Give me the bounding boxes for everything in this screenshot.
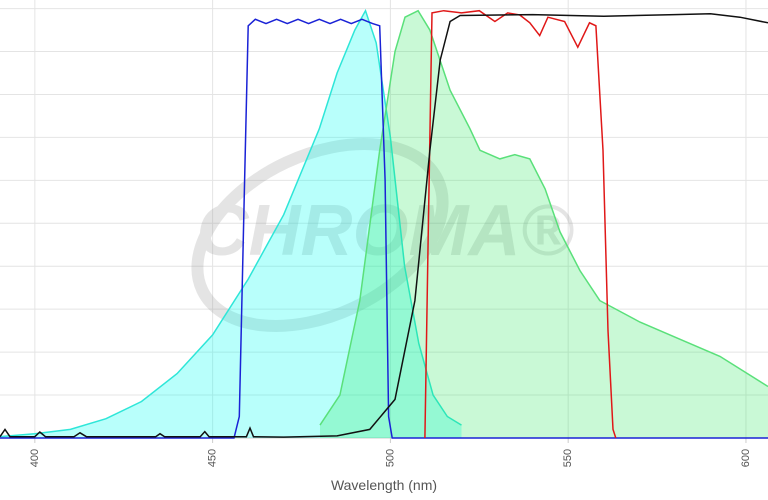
x-tick-label: 400: [29, 449, 41, 467]
line: [319, 9, 768, 426]
line: [0, 8, 462, 438]
grid: [0, 0, 768, 439]
line: [424, 9, 617, 439]
x-tick-label: 600: [740, 449, 752, 467]
area: [320, 10, 768, 438]
line: [0, 18, 768, 439]
x-tick-label: 550: [562, 449, 574, 467]
line: [0, 12, 768, 438]
x-axis-label: Wavelength (nm): [331, 477, 437, 493]
x-tick-label: 450: [207, 449, 219, 467]
watermark-swoosh: [191, 138, 449, 332]
x-tick-label: 500: [384, 449, 396, 467]
plot: [0, 8, 768, 439]
area: [0, 10, 462, 438]
